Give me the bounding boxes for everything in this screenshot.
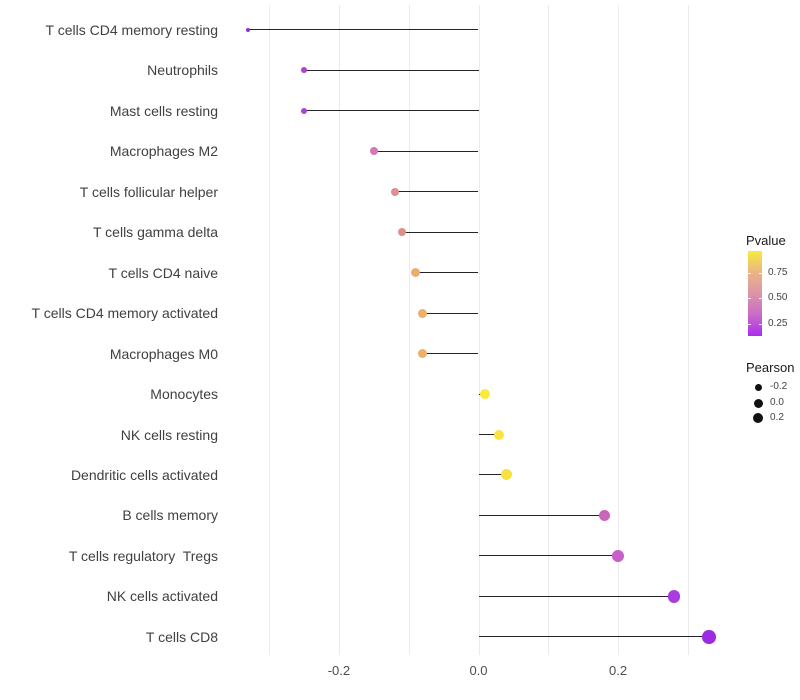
size-legend-dot (753, 398, 763, 408)
data-point (390, 187, 399, 196)
data-point (500, 469, 512, 481)
size-legend-label: -0.2 (770, 381, 788, 392)
row-label: T cells CD4 memory activated (31, 305, 218, 322)
row-label: NK cells resting (120, 426, 218, 443)
gridline (687, 5, 689, 655)
row-label: Neutrophils (147, 62, 218, 79)
data-point (397, 228, 406, 237)
row-label: T cells gamma delta (92, 224, 218, 241)
lollipop-stem (478, 555, 619, 557)
row-label: NK cells activated (106, 588, 218, 605)
row-label: Dendritic cells activated (70, 466, 218, 483)
row-label: B cells memory (122, 507, 218, 524)
colorbar-tick (759, 273, 762, 275)
row-label: Macrophages M0 (109, 345, 218, 362)
colorbar-tick (759, 324, 762, 326)
row-label: Mast cells resting (109, 102, 218, 119)
data-point (598, 509, 610, 521)
gridline (548, 5, 550, 655)
data-point (418, 308, 428, 318)
lollipop-stem (422, 353, 479, 355)
lollipop-stem (478, 636, 709, 638)
gridline (478, 5, 480, 655)
x-tick-label: 0.0 (469, 663, 488, 678)
row-label: T cells regulatory Tregs (68, 547, 218, 564)
size-legend-label: 0.2 (770, 412, 784, 423)
row-label: T cells CD8 (145, 628, 218, 645)
lollipop-stem (478, 514, 605, 516)
colorbar-tick (748, 297, 751, 299)
gridline (408, 5, 410, 655)
data-point (411, 268, 421, 278)
lollipop-stem (248, 29, 479, 31)
row-label: Macrophages M2 (109, 143, 218, 160)
x-tick-label: -0.2 (327, 663, 351, 678)
lollipop-stem (304, 69, 479, 71)
colorbar-tick (748, 273, 751, 275)
gridline (338, 5, 340, 655)
pvalue-colorbar (748, 251, 762, 336)
data-point (301, 107, 307, 114)
data-point (246, 27, 251, 32)
colorbar-tick (759, 297, 762, 299)
lollipop-stem (401, 231, 479, 233)
row-label: T cells CD4 naive (108, 264, 218, 281)
size-legend-dot (754, 383, 762, 391)
lollipop-stem (478, 434, 500, 435)
size-legend-dot (752, 412, 764, 424)
data-point (418, 349, 428, 359)
x-tick-label: 0.2 (609, 663, 628, 678)
data-point (702, 630, 716, 644)
lollipop-stem (373, 150, 479, 152)
data-point (612, 549, 625, 562)
data-point (667, 590, 681, 603)
colorbar-tick-label: 0.50 (768, 291, 788, 303)
gridline (618, 5, 620, 655)
row-label: T cells CD4 memory resting (45, 21, 218, 38)
row-label: T cells follicular helper (79, 183, 218, 200)
data-point (480, 389, 491, 400)
data-point (369, 147, 378, 156)
row-label: Monocytes (150, 386, 218, 403)
data-point (301, 67, 307, 74)
pvalue-legend-title: Pvalue (746, 233, 786, 248)
lollipop-stem (478, 474, 507, 476)
colorbar-tick (748, 324, 751, 326)
lollipop-stem (422, 312, 479, 314)
lollipop-stem (478, 595, 674, 597)
colorbar-tick-label: 0.75 (768, 267, 788, 279)
pearson-legend-title: Pearson (746, 360, 795, 375)
data-point (494, 429, 505, 440)
lollipop-stem (304, 110, 479, 112)
lollipop-stem (415, 272, 479, 274)
gridline (269, 5, 271, 655)
size-legend-label: 0.0 (770, 397, 784, 408)
colorbar-tick-label: 0.25 (768, 318, 788, 330)
lollipop-stem (394, 191, 479, 193)
